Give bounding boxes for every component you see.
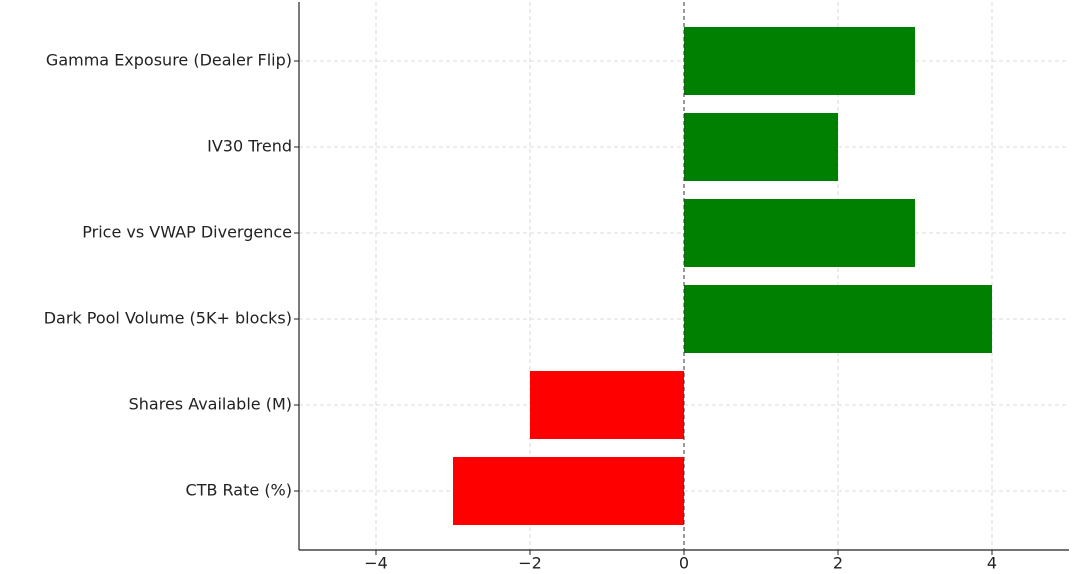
bar (684, 199, 915, 267)
x-tick-label: −2 (518, 554, 542, 573)
bar (453, 457, 684, 525)
y-tick-label: IV30 Trend (207, 137, 292, 156)
x-tick-label: 2 (833, 554, 843, 573)
bar (684, 113, 838, 181)
x-tick-label: 0 (679, 554, 689, 573)
bar (684, 285, 992, 353)
y-tick-label: Price vs VWAP Divergence (82, 223, 292, 242)
y-tick-label: CTB Rate (%) (186, 481, 292, 500)
bar (530, 371, 684, 439)
x-tick-label: 4 (987, 554, 997, 573)
y-tick-label: Shares Available (M) (129, 395, 292, 414)
y-tick-label: Dark Pool Volume (5K+ blocks) (44, 309, 292, 328)
y-tick-label: Gamma Exposure (Dealer Flip) (46, 51, 292, 70)
x-tick-label: −4 (364, 554, 388, 573)
bar (684, 27, 915, 95)
